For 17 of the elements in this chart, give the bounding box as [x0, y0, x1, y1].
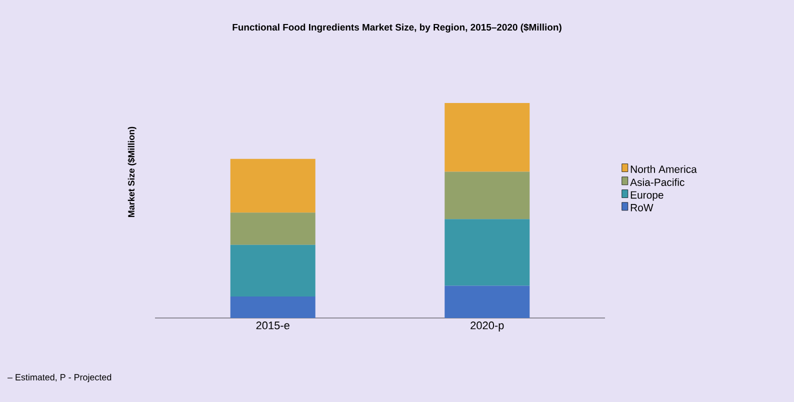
x-tick-label: 2020-p: [470, 322, 504, 332]
bar: [444, 103, 530, 172]
bar: [444, 286, 530, 318]
legend-label: North America: [630, 165, 697, 173]
bar: [230, 296, 316, 318]
x-tick-label: 2015-e: [256, 322, 290, 330]
legend-label: RoW: [630, 204, 654, 212]
bar: [444, 172, 530, 220]
bar: [230, 212, 316, 245]
legend-label: Asia-Pacific: [630, 178, 684, 186]
bar: [230, 158, 316, 213]
text: – Estimated, P - Projected: [8, 374, 112, 382]
legend-label: Europe: [630, 191, 664, 201]
bar: [230, 244, 316, 296]
y-axis-title: Market Size ($Million): [128, 126, 136, 217]
bar: [444, 219, 530, 286]
chart-title: Functional Food Ingredients Market Size, by Region, 2015–2020 ($Million): [232, 23, 562, 33]
